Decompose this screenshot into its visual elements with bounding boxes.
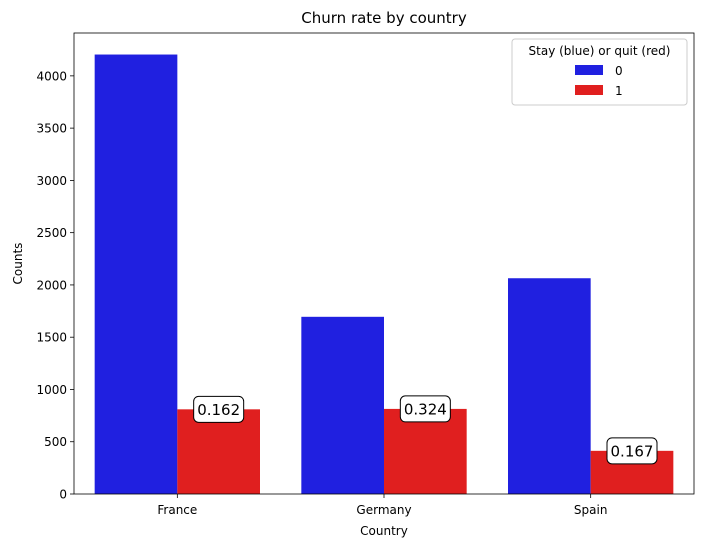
annotation-france: 0.162 [193, 395, 245, 423]
y-tick-label: 500 [44, 435, 67, 449]
legend-label-1: 1 [615, 84, 623, 98]
legend-swatch-1 [575, 85, 603, 95]
plot-frame [73, 32, 695, 495]
y-tick-label: 1500 [36, 331, 67, 345]
bar-germany-series-1 [384, 408, 467, 494]
x-axis: France Germany Spain [157, 494, 607, 517]
bar-france-series-1 [177, 409, 260, 494]
y-tick-label: 4000 [36, 69, 67, 83]
y-tick-label: 3000 [36, 174, 67, 188]
legend: Stay (blue) or quit (red) 01 [511, 38, 688, 106]
y-axis: 0 500 1000 1500 2000 2500 3000 3500 4000 [36, 69, 74, 502]
annotation-germany: 0.324 [399, 395, 451, 423]
annotations-group: 0.162 0.324 0.167 [193, 395, 658, 465]
y-tick-label: 0 [59, 488, 67, 502]
bar-france-series-0 [94, 54, 178, 494]
x-tick-label: Spain [574, 503, 608, 517]
chart-title: Churn rate by country [301, 9, 467, 27]
legend-swatch-0 [575, 65, 603, 75]
annotation-box [606, 437, 658, 465]
legend-title: Stay (blue) or quit (red) [529, 44, 671, 58]
annotation-label: 0.324 [404, 400, 447, 418]
x-tick-label: Germany [356, 503, 411, 517]
x-axis-label: Country [360, 524, 408, 538]
y-axis-label: Counts [11, 243, 25, 285]
y-tick-label: 1000 [36, 383, 67, 397]
bars-group [94, 54, 674, 494]
y-tick-label: 2500 [36, 226, 67, 240]
annotation-spain: 0.167 [606, 437, 658, 465]
annotation-label: 0.162 [197, 401, 240, 419]
bar-spain-series-0 [508, 278, 591, 494]
annotation-label: 0.167 [611, 442, 654, 460]
legend-label-0: 0 [615, 64, 623, 78]
y-tick-label: 3500 [36, 122, 67, 136]
bar-germany-series-0 [301, 316, 384, 494]
y-tick-label: 2000 [36, 278, 67, 292]
annotation-box [193, 395, 245, 423]
legend-items: 01 [575, 64, 623, 98]
annotation-box [399, 395, 451, 423]
x-tick-label: France [157, 503, 197, 517]
